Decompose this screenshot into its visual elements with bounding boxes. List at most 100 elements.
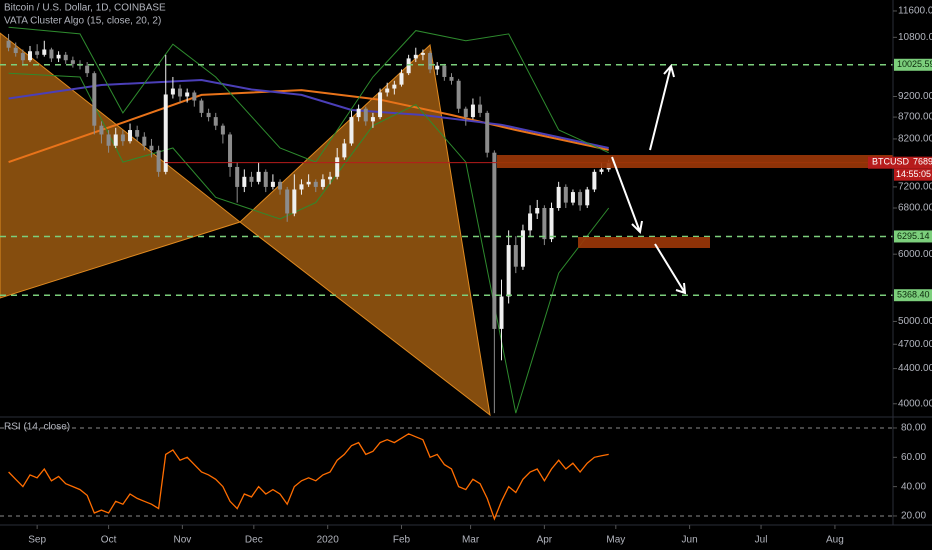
candle-body bbox=[242, 176, 247, 187]
candle-body bbox=[513, 245, 518, 267]
candle-body bbox=[520, 230, 525, 267]
candle-body bbox=[413, 54, 418, 59]
candle-body bbox=[342, 143, 347, 158]
y-tick-label: 7200.00 bbox=[898, 182, 932, 193]
candle-body bbox=[406, 58, 411, 74]
countdown: 14:55:05 bbox=[896, 169, 931, 179]
x-tick-label: Jul bbox=[755, 535, 768, 546]
candle-body bbox=[449, 76, 454, 81]
x-tick-label: Feb bbox=[393, 535, 411, 546]
target-zone bbox=[578, 237, 710, 248]
arrow-down-second bbox=[654, 243, 687, 295]
candle-body bbox=[213, 117, 218, 126]
y-tick-label: 5000.00 bbox=[898, 316, 932, 327]
x-tick-label: Dec bbox=[245, 535, 263, 546]
candle-body bbox=[420, 53, 425, 55]
harmonic-pattern bbox=[0, 32, 491, 416]
level-label: 6295.14 bbox=[897, 231, 930, 241]
rsi-tick-label: 20.00 bbox=[901, 511, 926, 522]
candle-body bbox=[328, 176, 333, 180]
y-tick-label: 4000.00 bbox=[898, 398, 932, 409]
candle-body bbox=[113, 134, 118, 146]
x-tick-label: Jun bbox=[682, 535, 698, 546]
x-tick-label: Mar bbox=[462, 535, 480, 546]
candle-body bbox=[263, 171, 268, 187]
countdown-box bbox=[894, 168, 932, 181]
candle-body bbox=[49, 49, 54, 59]
candle-body bbox=[428, 53, 433, 70]
candle-body bbox=[249, 176, 254, 182]
candle-body bbox=[6, 40, 11, 48]
candle-body bbox=[128, 130, 133, 142]
rsi-tick-label: 60.00 bbox=[901, 452, 926, 463]
candle-body bbox=[270, 181, 275, 187]
overlay-line bbox=[8, 78, 609, 149]
rsi-line bbox=[8, 433, 609, 521]
rsi-tick-label: 80.00 bbox=[901, 423, 926, 434]
candle-body bbox=[492, 152, 497, 329]
candle-body bbox=[92, 73, 97, 126]
candle-body bbox=[399, 73, 404, 85]
candle-body bbox=[156, 150, 161, 172]
candle-body bbox=[435, 65, 440, 70]
candle-body bbox=[170, 88, 175, 95]
candle-body bbox=[42, 49, 47, 55]
candle-body bbox=[120, 134, 125, 142]
y-tick-label: 6000.00 bbox=[898, 249, 932, 260]
last-price: 7689.00 bbox=[913, 157, 932, 167]
candle-body bbox=[570, 192, 575, 203]
overlay-line bbox=[8, 89, 609, 164]
candle-body bbox=[256, 171, 261, 182]
x-tick-label: Apr bbox=[537, 535, 553, 546]
y-tick-label: 8200.00 bbox=[898, 134, 932, 145]
candle-body bbox=[385, 88, 390, 93]
indicator-title: VATA Cluster Algo (15, close, 20, 2) bbox=[4, 16, 161, 27]
rsi-tick-label: 40.00 bbox=[901, 481, 926, 492]
candle-body bbox=[285, 189, 290, 214]
candle-body bbox=[28, 51, 33, 61]
arrows bbox=[611, 63, 687, 295]
resistance-zone bbox=[497, 155, 893, 168]
candle-body bbox=[535, 208, 540, 214]
candle-body bbox=[356, 108, 361, 118]
candle-body bbox=[192, 92, 197, 101]
candle-body bbox=[478, 104, 483, 113]
candle-body bbox=[485, 112, 490, 153]
level-label-box bbox=[894, 289, 932, 302]
candle-body bbox=[20, 53, 25, 61]
y-tick-label: 8700.00 bbox=[898, 112, 932, 123]
candle-body bbox=[142, 136, 147, 146]
candle-body bbox=[313, 181, 318, 187]
candle-body bbox=[563, 186, 568, 203]
candle-body bbox=[99, 125, 104, 135]
level-label-box bbox=[894, 230, 932, 243]
candle-body bbox=[549, 208, 554, 240]
pattern-bcd bbox=[239, 43, 491, 416]
candle-body bbox=[220, 125, 225, 135]
candle-body bbox=[578, 192, 583, 206]
rsi-title: RSI (14, close) bbox=[4, 422, 70, 433]
drawings bbox=[497, 63, 893, 295]
level-label-box bbox=[894, 58, 932, 71]
candle-body bbox=[506, 245, 511, 297]
candle-body bbox=[442, 65, 447, 77]
candle-body bbox=[592, 171, 597, 190]
candle-body bbox=[463, 108, 468, 118]
candle-body bbox=[392, 84, 397, 89]
candle-body bbox=[456, 80, 461, 109]
candle-body bbox=[85, 65, 90, 74]
candle-body bbox=[370, 117, 375, 122]
x-tick-label: 2020 bbox=[317, 535, 340, 546]
x-tick-label: Nov bbox=[173, 535, 191, 546]
candle-body bbox=[335, 157, 340, 177]
candle-body bbox=[585, 189, 590, 206]
candle-body bbox=[599, 169, 604, 172]
arrow-down bbox=[611, 156, 643, 235]
candle-body bbox=[363, 108, 368, 122]
candle-body bbox=[349, 117, 354, 144]
candle-body bbox=[378, 92, 383, 118]
candle-body bbox=[299, 184, 304, 190]
overlay-line bbox=[8, 26, 609, 163]
